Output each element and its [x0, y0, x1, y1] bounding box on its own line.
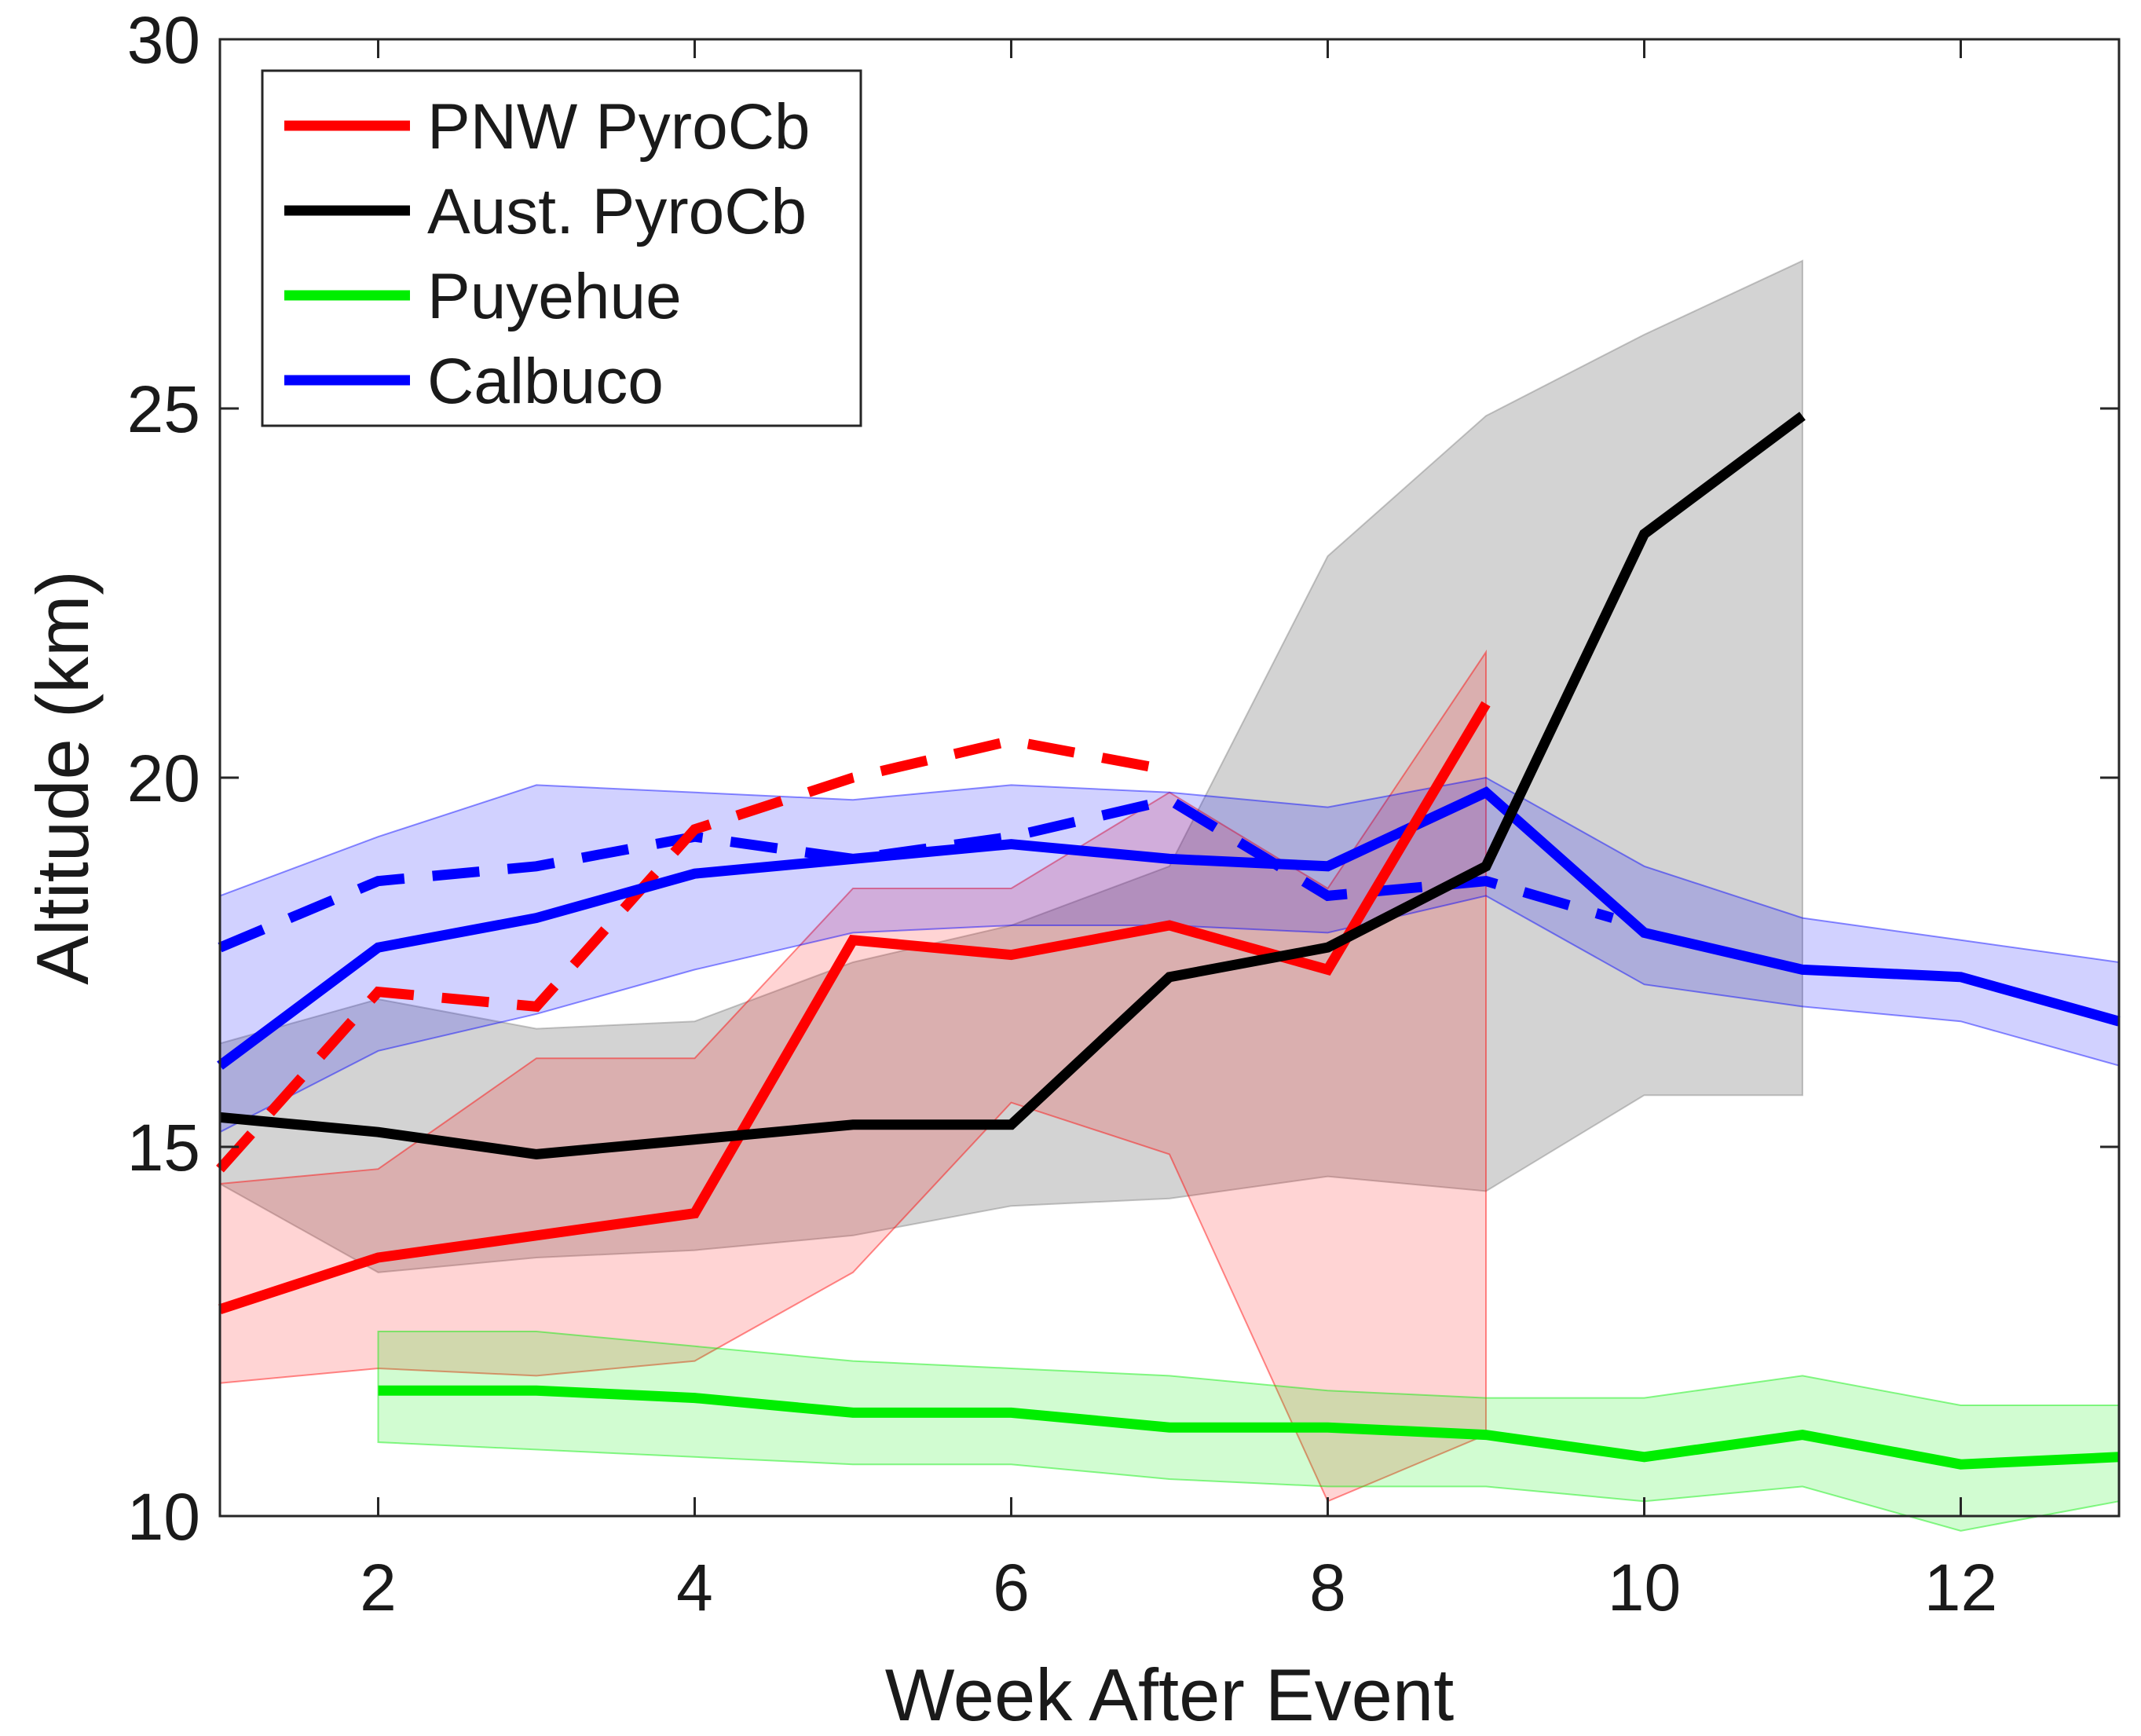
x-tick-label: 4	[676, 1551, 713, 1624]
y-tick-label: 25	[127, 372, 200, 446]
series-line-2	[378, 1385, 2120, 1470]
series-line-5	[219, 412, 1806, 1159]
axes: 2 4 6 8 10 12 10 15 20 25 30	[127, 3, 2121, 1624]
x-tick-label: 12	[1924, 1551, 1997, 1624]
x-tick-label: 10	[1608, 1551, 1681, 1624]
y-tick-label: 15	[127, 1111, 200, 1185]
x-tick-label: 2	[360, 1551, 397, 1624]
band-0	[219, 259, 1803, 1273]
x-tick-label: 8	[1309, 1551, 1346, 1624]
legend-label-1: Aust. PyroCb	[427, 176, 807, 247]
x-axis-label: Week After Event	[885, 1654, 1455, 1736]
y-axis-label: Altitude (km)	[21, 570, 104, 985]
legend-label-2: Puyehue	[427, 261, 682, 332]
series-line-3	[217, 786, 2121, 1070]
legend-label-3: Calbuco	[427, 346, 664, 417]
legend: PNW PyroCb Aust. PyroCb Puyehue Calbuco	[261, 69, 862, 427]
y-tick-label: 30	[127, 3, 200, 77]
x-tick-label: 6	[993, 1551, 1030, 1624]
series-line-1	[216, 735, 1171, 1173]
legend-label-0: PNW PyroCb	[427, 91, 811, 163]
series-lines	[216, 412, 2121, 1470]
series-line-0	[218, 794, 1615, 953]
y-tick-label: 20	[127, 742, 200, 815]
y-tick-label: 10	[127, 1480, 200, 1554]
